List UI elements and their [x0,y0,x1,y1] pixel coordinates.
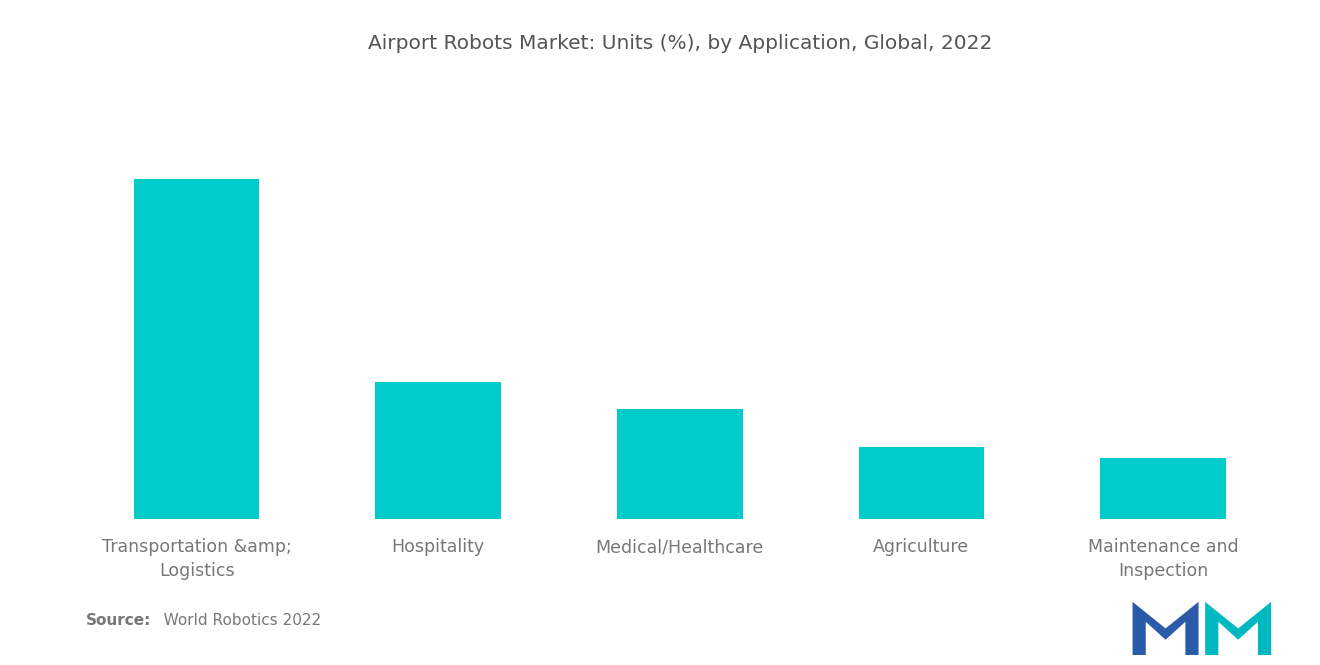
Text: Source:: Source: [86,613,152,628]
Bar [616,409,743,519]
Text: World Robotics 2022: World Robotics 2022 [149,613,321,628]
Bar [133,178,260,519]
Title: Airport Robots Market: Units (%), by Application, Global, 2022: Airport Robots Market: Units (%), by App… [367,34,993,53]
Bar [375,382,502,519]
Polygon shape [1205,602,1271,655]
Polygon shape [1133,602,1199,655]
Bar [1100,458,1226,519]
Bar [858,448,985,519]
